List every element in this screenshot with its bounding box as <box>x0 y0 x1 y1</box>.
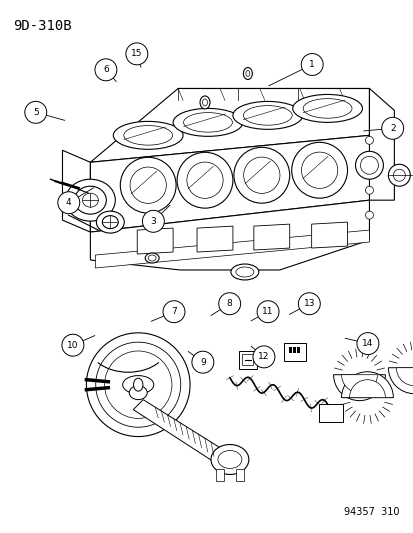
Bar <box>235 470 243 481</box>
Wedge shape <box>395 368 413 386</box>
Text: 12: 12 <box>258 352 269 361</box>
Wedge shape <box>333 375 385 401</box>
Polygon shape <box>197 226 233 252</box>
Text: 3: 3 <box>150 217 156 226</box>
Ellipse shape <box>74 186 106 214</box>
Text: 6: 6 <box>103 66 109 74</box>
Text: 4: 4 <box>66 198 71 207</box>
Ellipse shape <box>233 147 289 203</box>
Ellipse shape <box>145 253 159 263</box>
Polygon shape <box>95 230 368 268</box>
Text: 9: 9 <box>199 358 205 367</box>
FancyBboxPatch shape <box>283 343 305 361</box>
Bar <box>292 347 295 353</box>
Circle shape <box>58 192 80 214</box>
Circle shape <box>252 346 274 368</box>
Wedge shape <box>341 372 392 398</box>
Ellipse shape <box>233 101 302 130</box>
Text: 2: 2 <box>389 124 394 133</box>
Ellipse shape <box>113 122 183 149</box>
Text: 8: 8 <box>226 299 232 308</box>
Polygon shape <box>137 228 173 254</box>
Text: 5: 5 <box>33 108 38 117</box>
Circle shape <box>298 293 320 314</box>
Circle shape <box>356 333 378 354</box>
Circle shape <box>62 334 84 356</box>
Circle shape <box>25 101 47 123</box>
Text: 94357  310: 94357 310 <box>343 507 399 518</box>
Polygon shape <box>62 150 90 232</box>
Ellipse shape <box>211 445 248 474</box>
Ellipse shape <box>387 164 409 186</box>
Text: 1: 1 <box>309 60 314 69</box>
Ellipse shape <box>82 193 98 207</box>
Circle shape <box>365 186 373 194</box>
Ellipse shape <box>96 211 124 233</box>
Bar <box>289 347 292 353</box>
Circle shape <box>381 117 403 139</box>
Polygon shape <box>90 200 368 270</box>
Text: 15: 15 <box>131 50 142 58</box>
Circle shape <box>192 351 214 373</box>
Circle shape <box>301 53 323 76</box>
Wedge shape <box>387 368 413 394</box>
Wedge shape <box>341 375 377 393</box>
Text: 11: 11 <box>262 307 273 316</box>
Ellipse shape <box>102 216 118 229</box>
Text: 13: 13 <box>303 299 314 308</box>
Ellipse shape <box>291 142 347 198</box>
Circle shape <box>218 293 240 314</box>
Ellipse shape <box>243 68 252 79</box>
Bar <box>216 470 223 481</box>
Polygon shape <box>311 222 347 248</box>
Polygon shape <box>253 224 289 250</box>
Ellipse shape <box>392 169 404 181</box>
Text: 9D-310B: 9D-310B <box>13 19 71 33</box>
Bar <box>297 347 299 353</box>
Ellipse shape <box>355 151 382 179</box>
Polygon shape <box>133 400 223 464</box>
Polygon shape <box>90 88 368 162</box>
Circle shape <box>256 301 278 322</box>
Circle shape <box>86 333 190 437</box>
Circle shape <box>126 43 147 65</box>
Circle shape <box>95 59 116 81</box>
Ellipse shape <box>199 96 209 109</box>
Circle shape <box>142 211 164 232</box>
Ellipse shape <box>120 157 176 213</box>
Circle shape <box>365 211 373 219</box>
Ellipse shape <box>292 94 362 123</box>
Circle shape <box>163 301 185 322</box>
Ellipse shape <box>129 386 147 400</box>
Ellipse shape <box>230 264 258 280</box>
Text: 10: 10 <box>67 341 78 350</box>
Ellipse shape <box>177 152 233 208</box>
Text: 7: 7 <box>171 307 176 316</box>
Polygon shape <box>368 88 394 200</box>
FancyBboxPatch shape <box>318 403 342 422</box>
Ellipse shape <box>65 179 115 221</box>
Circle shape <box>365 136 373 144</box>
Ellipse shape <box>133 378 142 391</box>
Ellipse shape <box>360 156 377 174</box>
Ellipse shape <box>217 450 241 469</box>
Ellipse shape <box>173 108 242 136</box>
FancyBboxPatch shape <box>242 354 253 365</box>
FancyBboxPatch shape <box>238 351 256 369</box>
Polygon shape <box>90 135 368 232</box>
Wedge shape <box>349 379 385 398</box>
Text: 14: 14 <box>361 339 373 348</box>
Ellipse shape <box>122 376 153 394</box>
